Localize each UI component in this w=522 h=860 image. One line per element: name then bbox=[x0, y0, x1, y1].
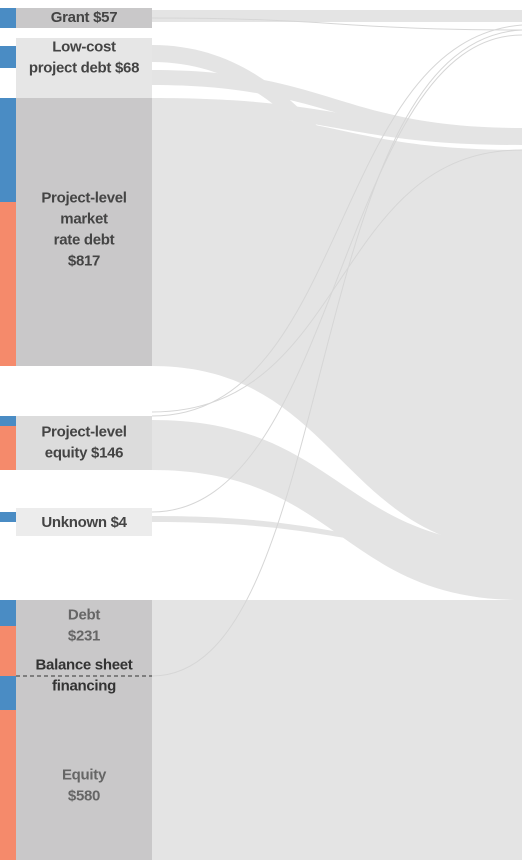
node-label: Project-level bbox=[41, 189, 126, 206]
flow-line bbox=[151, 29, 522, 677]
flow-line bbox=[151, 17, 522, 31]
strip bbox=[0, 202, 16, 366]
node-label: equity $146 bbox=[45, 444, 123, 461]
flow bbox=[152, 600, 522, 860]
node bbox=[16, 8, 152, 28]
node-label: $580 bbox=[68, 787, 100, 804]
strip bbox=[0, 600, 16, 626]
node-label: Debt bbox=[68, 606, 100, 623]
strip bbox=[0, 710, 16, 860]
node bbox=[16, 416, 152, 470]
node-label: Unknown $4 bbox=[41, 514, 127, 531]
node-label: $231 bbox=[68, 627, 100, 644]
node-label: Low-cost bbox=[52, 38, 116, 55]
node-label: market bbox=[60, 210, 108, 227]
strip bbox=[0, 676, 16, 710]
flow bbox=[152, 516, 522, 552]
flow-line bbox=[151, 24, 522, 417]
flow bbox=[152, 10, 522, 22]
flows bbox=[151, 10, 522, 860]
node bbox=[16, 38, 152, 98]
node bbox=[16, 508, 152, 536]
node-label: rate debt bbox=[54, 231, 115, 248]
flow bbox=[152, 45, 522, 285]
labels: Grant $57 Low-cost project debt $68 Project… bbox=[29, 9, 140, 805]
node-label: $817 bbox=[68, 252, 100, 269]
strip bbox=[0, 98, 16, 202]
nodes bbox=[16, 8, 152, 860]
flow-line bbox=[151, 34, 522, 513]
strip bbox=[0, 426, 16, 470]
strip bbox=[0, 512, 16, 522]
flow bbox=[152, 70, 522, 140]
node bbox=[16, 600, 152, 860]
node-label: Balance sheet bbox=[36, 656, 133, 673]
flow-line bbox=[151, 149, 522, 413]
strip bbox=[0, 8, 16, 28]
node bbox=[16, 98, 152, 366]
node-label: Project-level bbox=[41, 423, 126, 440]
strip bbox=[0, 46, 16, 68]
node-label: financing bbox=[52, 677, 116, 694]
flow bbox=[152, 110, 522, 550]
source-strips bbox=[0, 8, 16, 860]
node-label: Grant $57 bbox=[51, 9, 118, 26]
node-label: project debt $68 bbox=[29, 59, 139, 76]
node-label: Equity bbox=[62, 766, 107, 783]
flow bbox=[152, 420, 522, 600]
strip bbox=[0, 626, 16, 676]
strip bbox=[0, 416, 16, 426]
